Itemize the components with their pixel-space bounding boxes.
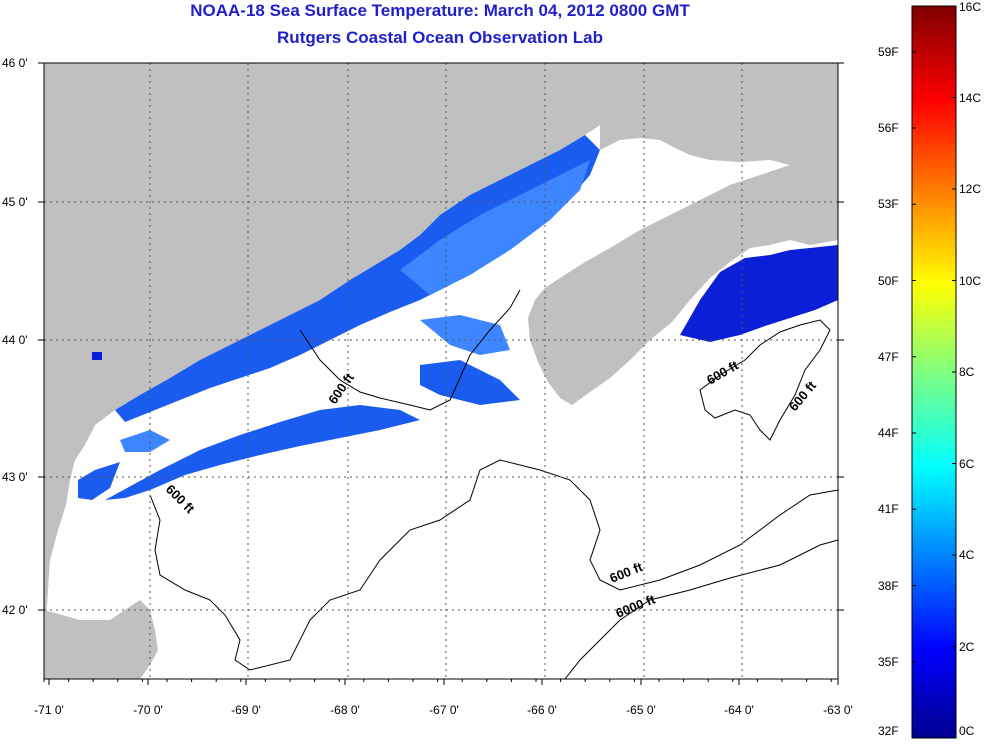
colorbar-fahrenheit-label: 35F: [878, 654, 899, 669]
colorbar-celsius-label: 16C: [959, 0, 982, 14]
colorbar-fahrenheit-label: 56F: [878, 121, 899, 135]
land-new-england: [44, 63, 838, 679]
colorbar-celsius-label: 12C: [959, 182, 982, 196]
land-cape-cod: [44, 600, 158, 679]
x-tick-label: -63 0': [823, 703, 853, 717]
colorbar-celsius-label: 4C: [959, 548, 975, 562]
x-tick-label: -68 0': [330, 703, 360, 717]
colorbar-fahrenheit-label: 47F: [878, 349, 899, 364]
colorbar-fahrenheit-label: 41F: [878, 502, 899, 517]
colorbar: [911, 5, 957, 739]
colorbar-fahrenheit-label: 50F: [878, 273, 899, 288]
map-subtitle: Rutgers Coastal Ocean Observation Lab: [277, 28, 603, 47]
y-axis: 46 0' 45 0' 44 0' 43 0' 42 0': [2, 56, 844, 617]
y-tick-label: 44 0': [2, 333, 28, 347]
x-tick-label: -66 0': [527, 703, 557, 717]
colorbar-celsius-label: 10C: [959, 273, 982, 288]
colorbar-fahrenheit-label: 38F: [878, 578, 899, 593]
land-maritimes: [528, 63, 838, 405]
map-frame: [43, 62, 839, 680]
colorbar-celsius-label: 6C: [959, 456, 975, 471]
colorbar-fahrenheit-label: 32F: [878, 724, 899, 738]
colorbar-celsius-label: 8C: [959, 365, 975, 379]
graticule: [44, 63, 838, 679]
y-tick-label: 42 0': [2, 603, 28, 617]
x-tick-label: -69 0': [231, 703, 261, 717]
y-tick-label: 45 0': [2, 195, 28, 209]
y-tick-label: 43 0': [2, 470, 28, 484]
sst-data: [78, 135, 838, 500]
colorbar-fahrenheit-label: 59F: [878, 44, 899, 59]
colorbar-celsius-label: 2C: [959, 639, 975, 654]
x-tick-label: -67 0': [429, 703, 459, 717]
y-tick-label: 46 0': [2, 56, 28, 70]
x-tick-label: -64 0': [724, 703, 754, 717]
colorbar-fahrenheit-label: 44F: [878, 426, 899, 440]
colorbar-celsius-label: 0C: [959, 724, 975, 738]
x-tick-label: -65 0': [626, 703, 656, 717]
colorbar-fahrenheit-label: 53F: [878, 197, 899, 212]
colorbar-ticks: [912, 5, 956, 739]
depth-contours: [149, 289, 839, 680]
x-tick-label: -70 0': [133, 703, 163, 717]
colorbar-celsius-label: 14C: [959, 90, 982, 105]
x-tick-label: -71 0': [34, 703, 64, 717]
map-title: NOAA-18 Sea Surface Temperature: March 0…: [190, 1, 690, 20]
x-axis: -71 0' -70 0' -69 0' -68 0' -67 0' -66 0' -65 …: [34, 679, 853, 717]
